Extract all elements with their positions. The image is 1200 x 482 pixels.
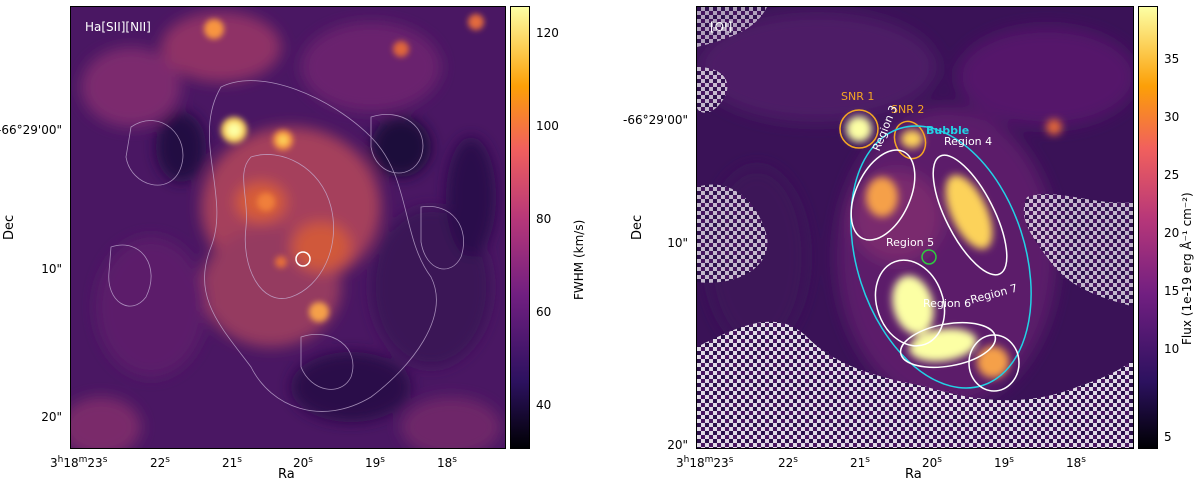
x-tick-label-first: 3h18m23s <box>50 455 108 470</box>
snr1-label: SNR 1 <box>841 90 875 103</box>
colorbar-title: Flux (1e-19 erg Å⁻¹ cm⁻²) <box>1180 192 1194 345</box>
x-tick-label: 22s <box>778 455 798 470</box>
colorbar-tick: 100 <box>536 119 559 133</box>
colorbar-tick: 25 <box>1164 168 1180 182</box>
y-axis-title: Dec <box>2 214 17 240</box>
x-tick-label: 18s <box>1066 455 1086 470</box>
x-tick-label-first: 3h18m23s <box>676 455 734 470</box>
left-colorbar <box>510 6 530 449</box>
x-tick-label: 19s <box>365 455 385 470</box>
left-panel-label: Ha[SII][NII] <box>85 20 151 34</box>
y-tick-label: 10" <box>41 262 62 276</box>
colorbar-tick: 40 <box>536 398 552 412</box>
x-tick-label: 22s <box>150 455 170 470</box>
colorbar-tick: 60 <box>536 305 552 319</box>
region4-label: Region 4 <box>944 135 993 148</box>
colorbar-tick: 120 <box>536 26 559 40</box>
x-tick-label: 18s <box>437 455 457 470</box>
colorbar-tick: 30 <box>1164 110 1180 124</box>
fwhm-map <box>70 6 506 449</box>
right-colorbar <box>1138 6 1158 449</box>
x-tick-label: 21s <box>850 455 870 470</box>
colorbar-tick: 20 <box>1164 226 1180 240</box>
x-tick-label: 19s <box>994 455 1014 470</box>
region5-label: Region 5 <box>886 236 935 249</box>
oi-flux-map <box>696 6 1134 449</box>
region6-label: Region 6 <box>923 297 972 310</box>
right-panel-label: [OI] <box>710 20 733 34</box>
left-panel: Ha[SII][NII] -66°29'00" 10" 20" Dec 3h18… <box>0 0 600 482</box>
colorbar-tick: 15 <box>1164 284 1180 298</box>
y-tick-label: 20" <box>41 410 62 424</box>
y-tick-label: -66°29'00" <box>0 123 62 137</box>
snr2-label: SNR 2 <box>891 103 925 116</box>
x-axis-title: Ra <box>278 467 295 482</box>
colorbar-tick: 80 <box>536 212 552 226</box>
bubble-label: Bubble <box>926 124 970 137</box>
right-panel: [OI] SNR 1 SNR 2 Bubble Region 3 Region … <box>600 0 1200 482</box>
colorbar-title: FWHM (km/s) <box>572 219 586 300</box>
colorbar-tick: 10 <box>1164 342 1180 356</box>
y-tick-label: -66°29'00" <box>623 113 688 127</box>
y-axis-title: Dec <box>630 214 645 240</box>
x-axis-title: Ra <box>905 467 922 482</box>
colorbar-tick: 35 <box>1164 52 1180 66</box>
x-tick-label: 20s <box>293 455 313 470</box>
colorbar-tick: 5 <box>1164 430 1172 444</box>
x-tick-label: 20s <box>922 455 942 470</box>
x-tick-label: 21s <box>222 455 242 470</box>
y-tick-label: 10" <box>667 236 688 250</box>
y-tick-label: 20" <box>667 438 688 452</box>
